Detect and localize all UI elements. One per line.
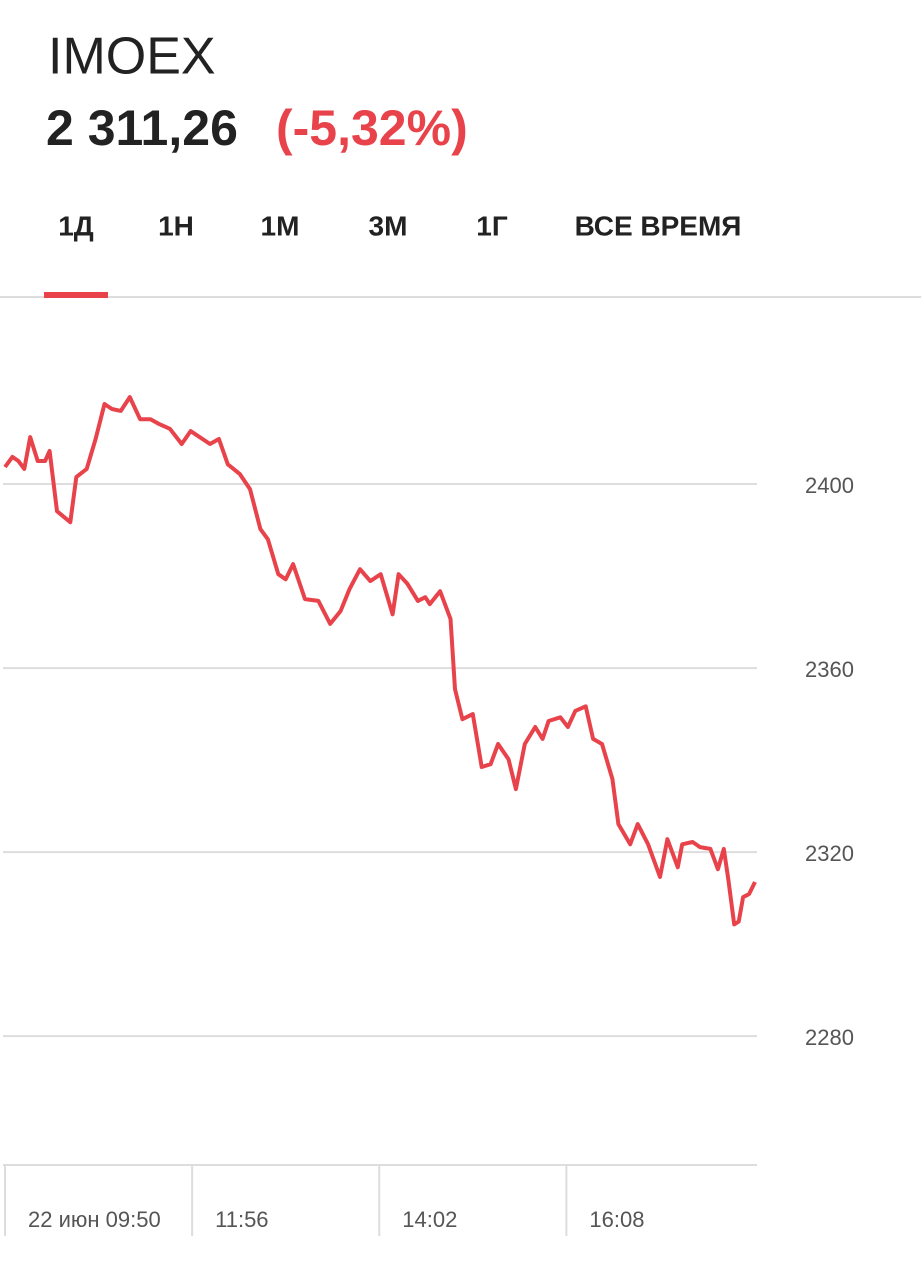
tab[interactable]: 1Г	[476, 210, 508, 241]
tab[interactable]: 1Н	[158, 210, 194, 241]
y-tick-label: 2280	[805, 1025, 854, 1050]
tab[interactable]: 1М	[261, 210, 300, 241]
price: 2 311,26	[46, 100, 238, 156]
x-tick-label: 22 июн 09:50	[28, 1207, 161, 1232]
price-line	[3, 395, 757, 927]
x-tick-label: 11:56	[215, 1207, 268, 1232]
tab[interactable]: 1Д	[58, 210, 94, 241]
change: (-5,32%)	[276, 100, 468, 156]
tab[interactable]: ВСЕ ВРЕМЯ	[575, 210, 742, 241]
y-tick-label: 2320	[805, 841, 854, 866]
tabs: 1Д 1Н 1М 3М 1Г ВСЕ ВРЕМЯ	[58, 210, 741, 241]
title: IMOEX	[48, 28, 216, 86]
x-tick-label: 16:08	[589, 1207, 644, 1232]
plot: 2280 2320 2360 2400 22 июн 09:50 11:56 14:02 16…	[3, 395, 854, 1236]
active-tab-indicator	[44, 292, 108, 298]
x-tick-label: 14:02	[402, 1207, 457, 1232]
tab[interactable]: 3М	[369, 210, 408, 241]
y-tick-label: 2400	[805, 473, 854, 498]
y-tick-label: 2360	[805, 657, 854, 682]
